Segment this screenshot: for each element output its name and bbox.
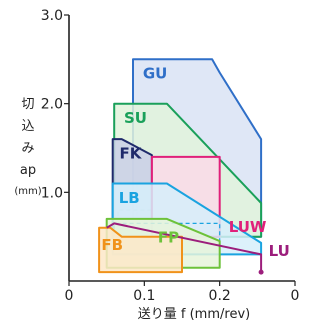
- region-label-fb: FB: [101, 236, 123, 254]
- region-lu: [106, 222, 263, 273]
- y-tick-label: 1.0: [41, 185, 63, 201]
- y-axis-title-char: 切: [21, 97, 34, 112]
- region-label-fp: FP: [158, 229, 179, 247]
- chipbreaker-regions: [98, 58, 264, 275]
- y-axis-title-char: み: [21, 141, 34, 156]
- region-lu-endpoint: [258, 269, 264, 275]
- y-axis-unit: (mm): [14, 186, 41, 197]
- y-tick-label: 3.0: [41, 8, 63, 24]
- y-tick-label: 2.0: [41, 97, 63, 113]
- axes: 0 0.1 0.2 0 1.0 2.0 3.0 送り量 f (mm/rev) 切込み ap (mm): [14, 8, 299, 322]
- region-label-su: SU: [124, 109, 147, 127]
- x-tick-label: 0.1: [133, 288, 155, 304]
- region-fb: [98, 226, 183, 274]
- x-axis-title: 送り量 f (mm/rev): [138, 307, 250, 322]
- y-axis-symbol: ap: [20, 163, 36, 178]
- region-labels: GU SU FK LUW LB FP FB LU: [101, 65, 289, 260]
- region-label-luw: LUW: [229, 218, 267, 236]
- region-label-lu: LU: [269, 242, 290, 260]
- region-label-lb: LB: [119, 189, 140, 207]
- x-tick-label: 0.2: [209, 288, 231, 304]
- region-label-gu: GU: [143, 65, 168, 83]
- y-axis-title-char: 込: [21, 119, 34, 134]
- region-label-fk: FK: [119, 144, 142, 162]
- x-tick-label: 0: [65, 288, 74, 304]
- x-tick-label: 0: [291, 288, 300, 304]
